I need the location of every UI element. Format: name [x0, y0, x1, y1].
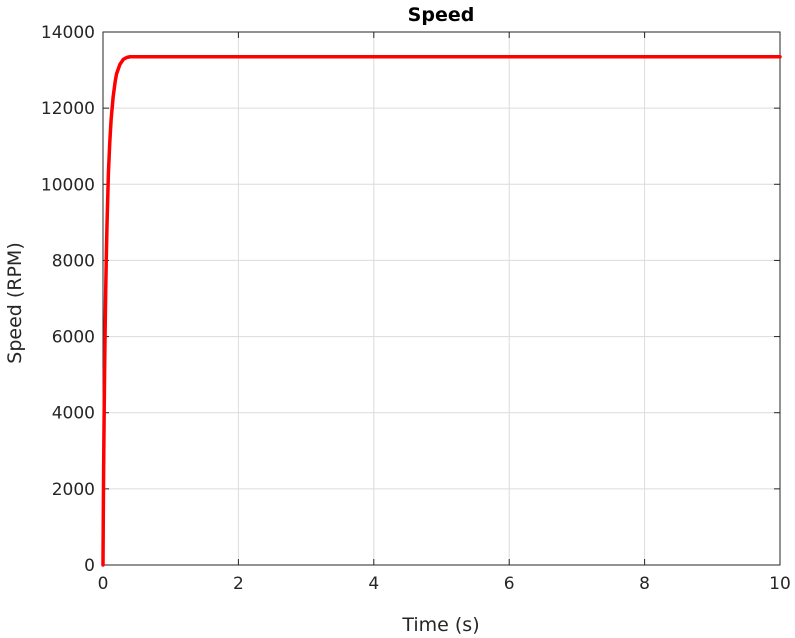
chart-title: Speed — [408, 4, 475, 26]
y-tick-label: 10000 — [41, 175, 95, 195]
x-tick-label: 10 — [769, 574, 791, 594]
x-axis-label: Time (s) — [401, 614, 479, 636]
y-tick-label: 8000 — [52, 251, 95, 271]
x-tick-label: 4 — [368, 574, 379, 594]
axis-ticks: 0 2 4 6 8 10 0 2000 4000 6000 8000 10000 12000 14000 — [41, 23, 791, 594]
grid-lines — [102, 31, 781, 566]
y-tick-label: 4000 — [52, 404, 95, 424]
y-tick-label: 12000 — [41, 99, 95, 119]
x-tick-label: 0 — [98, 574, 109, 594]
plot-area-frame — [102, 31, 781, 566]
x-tick-label: 2 — [233, 574, 244, 594]
y-axis-label: Speed (RPM) — [4, 242, 26, 363]
x-tick-label: 6 — [504, 574, 515, 594]
y-tick-label: 14000 — [41, 23, 95, 43]
y-tick-label: 0 — [84, 556, 95, 576]
y-tick-label: 2000 — [52, 480, 95, 500]
series-layer — [101, 55, 782, 567]
y-tick-label: 6000 — [52, 328, 95, 348]
speed-series-line — [101, 55, 782, 567]
x-tick-label: 8 — [639, 574, 650, 594]
